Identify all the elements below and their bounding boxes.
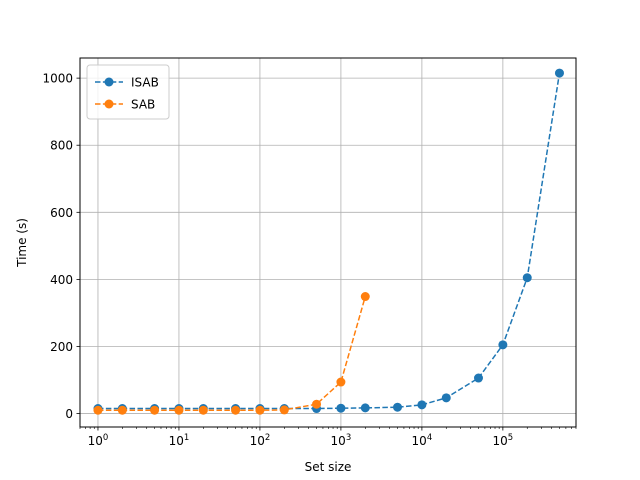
x-tick-label-base: 10 — [493, 434, 508, 448]
x-tick-label: 104 — [412, 433, 433, 448]
data-point-sab — [174, 405, 184, 415]
x-tick-label-exponent: 5 — [508, 433, 513, 443]
data-point-isab — [336, 403, 346, 413]
x-tick-label-base: 10 — [331, 434, 346, 448]
data-point-sab — [198, 405, 208, 415]
x-tick-label-exponent: 3 — [346, 433, 351, 443]
series-layer — [93, 68, 564, 415]
legend-label-isab: ISAB — [131, 76, 159, 90]
data-point-isab — [473, 373, 483, 383]
x-tick-label-exponent: 1 — [184, 433, 189, 443]
legend-marker-sab — [104, 99, 114, 109]
data-point-isab — [360, 403, 370, 413]
data-point-sab — [93, 405, 103, 415]
legend: ISAB SAB — [86, 64, 170, 120]
data-point-isab — [522, 273, 532, 283]
data-point-sab — [255, 405, 265, 415]
legend-marker-isab — [104, 77, 114, 87]
x-tick-label: 101 — [169, 433, 190, 448]
x-tick-label-exponent: 0 — [103, 433, 108, 443]
x-tick-label-base: 10 — [169, 434, 184, 448]
x-tick-label: 102 — [250, 433, 271, 448]
y-tick-label: 1000 — [42, 72, 73, 86]
x-axis-title: Set size — [305, 460, 352, 474]
data-point-sab — [150, 405, 160, 415]
data-point-sab — [279, 405, 289, 415]
series-line-isab — [97, 72, 561, 410]
data-point-isab — [417, 400, 427, 410]
series-sab — [93, 292, 370, 415]
data-point-sab — [231, 405, 241, 415]
x-tick-label-exponent: 4 — [427, 433, 432, 443]
data-point-isab — [441, 393, 451, 403]
y-tick-label: 0 — [65, 407, 73, 421]
y-tick-label: 200 — [50, 340, 73, 354]
x-tick-label-exponent: 2 — [265, 433, 270, 443]
legend-item-isab: ISAB — [95, 76, 159, 90]
data-point-isab — [393, 402, 403, 412]
y-tick-label: 600 — [50, 206, 73, 220]
legend-box — [86, 64, 170, 120]
x-tick-label: 103 — [331, 433, 352, 448]
y-tick-label: 400 — [50, 273, 73, 287]
y-axis-title: Time (s) — [15, 218, 29, 268]
data-point-sab — [360, 292, 370, 302]
x-tick-label: 105 — [493, 433, 514, 448]
data-point-sab — [336, 377, 346, 387]
plot-frame — [79, 57, 577, 428]
y-tick-label: 800 — [50, 139, 73, 153]
data-point-sab — [117, 405, 127, 415]
data-point-isab — [498, 340, 508, 350]
x-tick-label-base: 10 — [412, 434, 427, 448]
x-tick-label-base: 10 — [88, 434, 103, 448]
legend-label-sab: SAB — [131, 98, 155, 112]
x-tick-label-base: 10 — [250, 434, 265, 448]
legend-item-sab: SAB — [95, 98, 155, 112]
x-tick-label: 100 — [88, 433, 109, 448]
data-point-sab — [312, 399, 322, 409]
data-point-isab — [554, 68, 564, 78]
grid-layer — [80, 58, 576, 427]
